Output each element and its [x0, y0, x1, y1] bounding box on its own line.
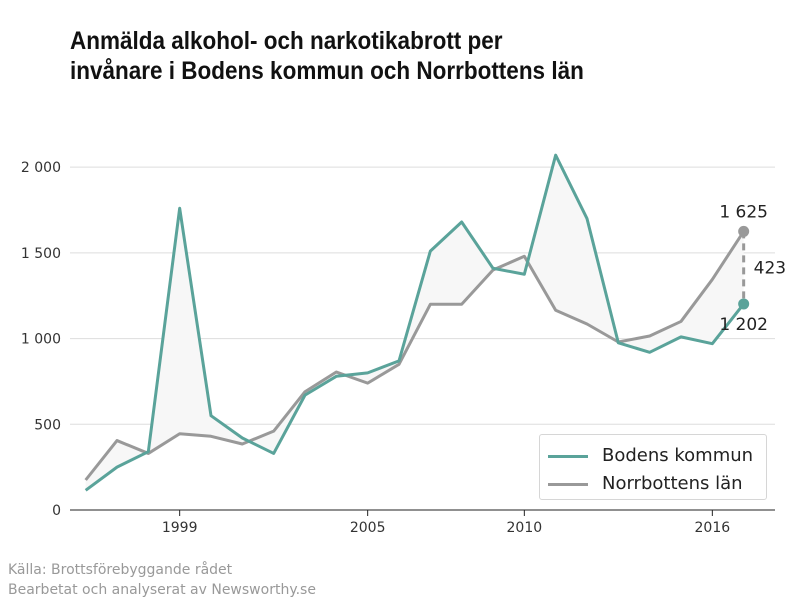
legend-label-boden: Bodens kommun	[602, 445, 754, 466]
y-tick-label: 0	[52, 503, 61, 519]
x-tick-label: 2005	[350, 520, 386, 536]
difference-area	[85, 155, 744, 491]
end-label-norrbotten: 1 625	[719, 202, 768, 222]
series-line-boden	[84, 153, 745, 492]
chart-title-line-1: Anmälda alkohol- och narkotikabrott per	[70, 27, 503, 55]
source-line-2: Bearbetat och analyserat av Newsworthy.s…	[8, 582, 316, 598]
source-line-1: Källa: Brottsförebyggande rådet	[8, 562, 233, 578]
legend-item-norrbotten: Norrbottens län	[540, 469, 766, 499]
end-point-norrbotten	[738, 225, 750, 237]
x-tick-label: 2016	[695, 520, 731, 536]
chart-title-line-2: invånare i Bodens kommun och Norrbottens…	[70, 57, 584, 85]
y-tick-label: 500	[34, 417, 61, 433]
x-tick-label: 2010	[507, 520, 543, 536]
legend-label-norrbotten: Norrbottens län	[602, 473, 743, 494]
series-line-norrbotten	[84, 230, 745, 481]
end-label-boden: 1 202	[719, 315, 768, 335]
y-tick-label: 1 000	[21, 332, 61, 348]
y-tick-label: 2 000	[21, 160, 61, 176]
difference-label: 423	[754, 259, 786, 279]
y-tick-label: 1 500	[21, 246, 61, 262]
x-tick-label: 1999	[162, 520, 198, 536]
source-note: Källa: Brottsförebyggande rådet Bearbeta…	[8, 560, 316, 600]
legend: Bodens kommun Norrbottens län	[539, 434, 767, 500]
end-point-boden	[738, 298, 750, 310]
legend-item-boden: Bodens kommun	[540, 441, 766, 471]
legend-swatch-boden	[548, 455, 588, 458]
legend-swatch-norrbotten	[548, 483, 588, 486]
chart-title: Anmälda alkohol- och narkotikabrott per …	[70, 26, 700, 86]
